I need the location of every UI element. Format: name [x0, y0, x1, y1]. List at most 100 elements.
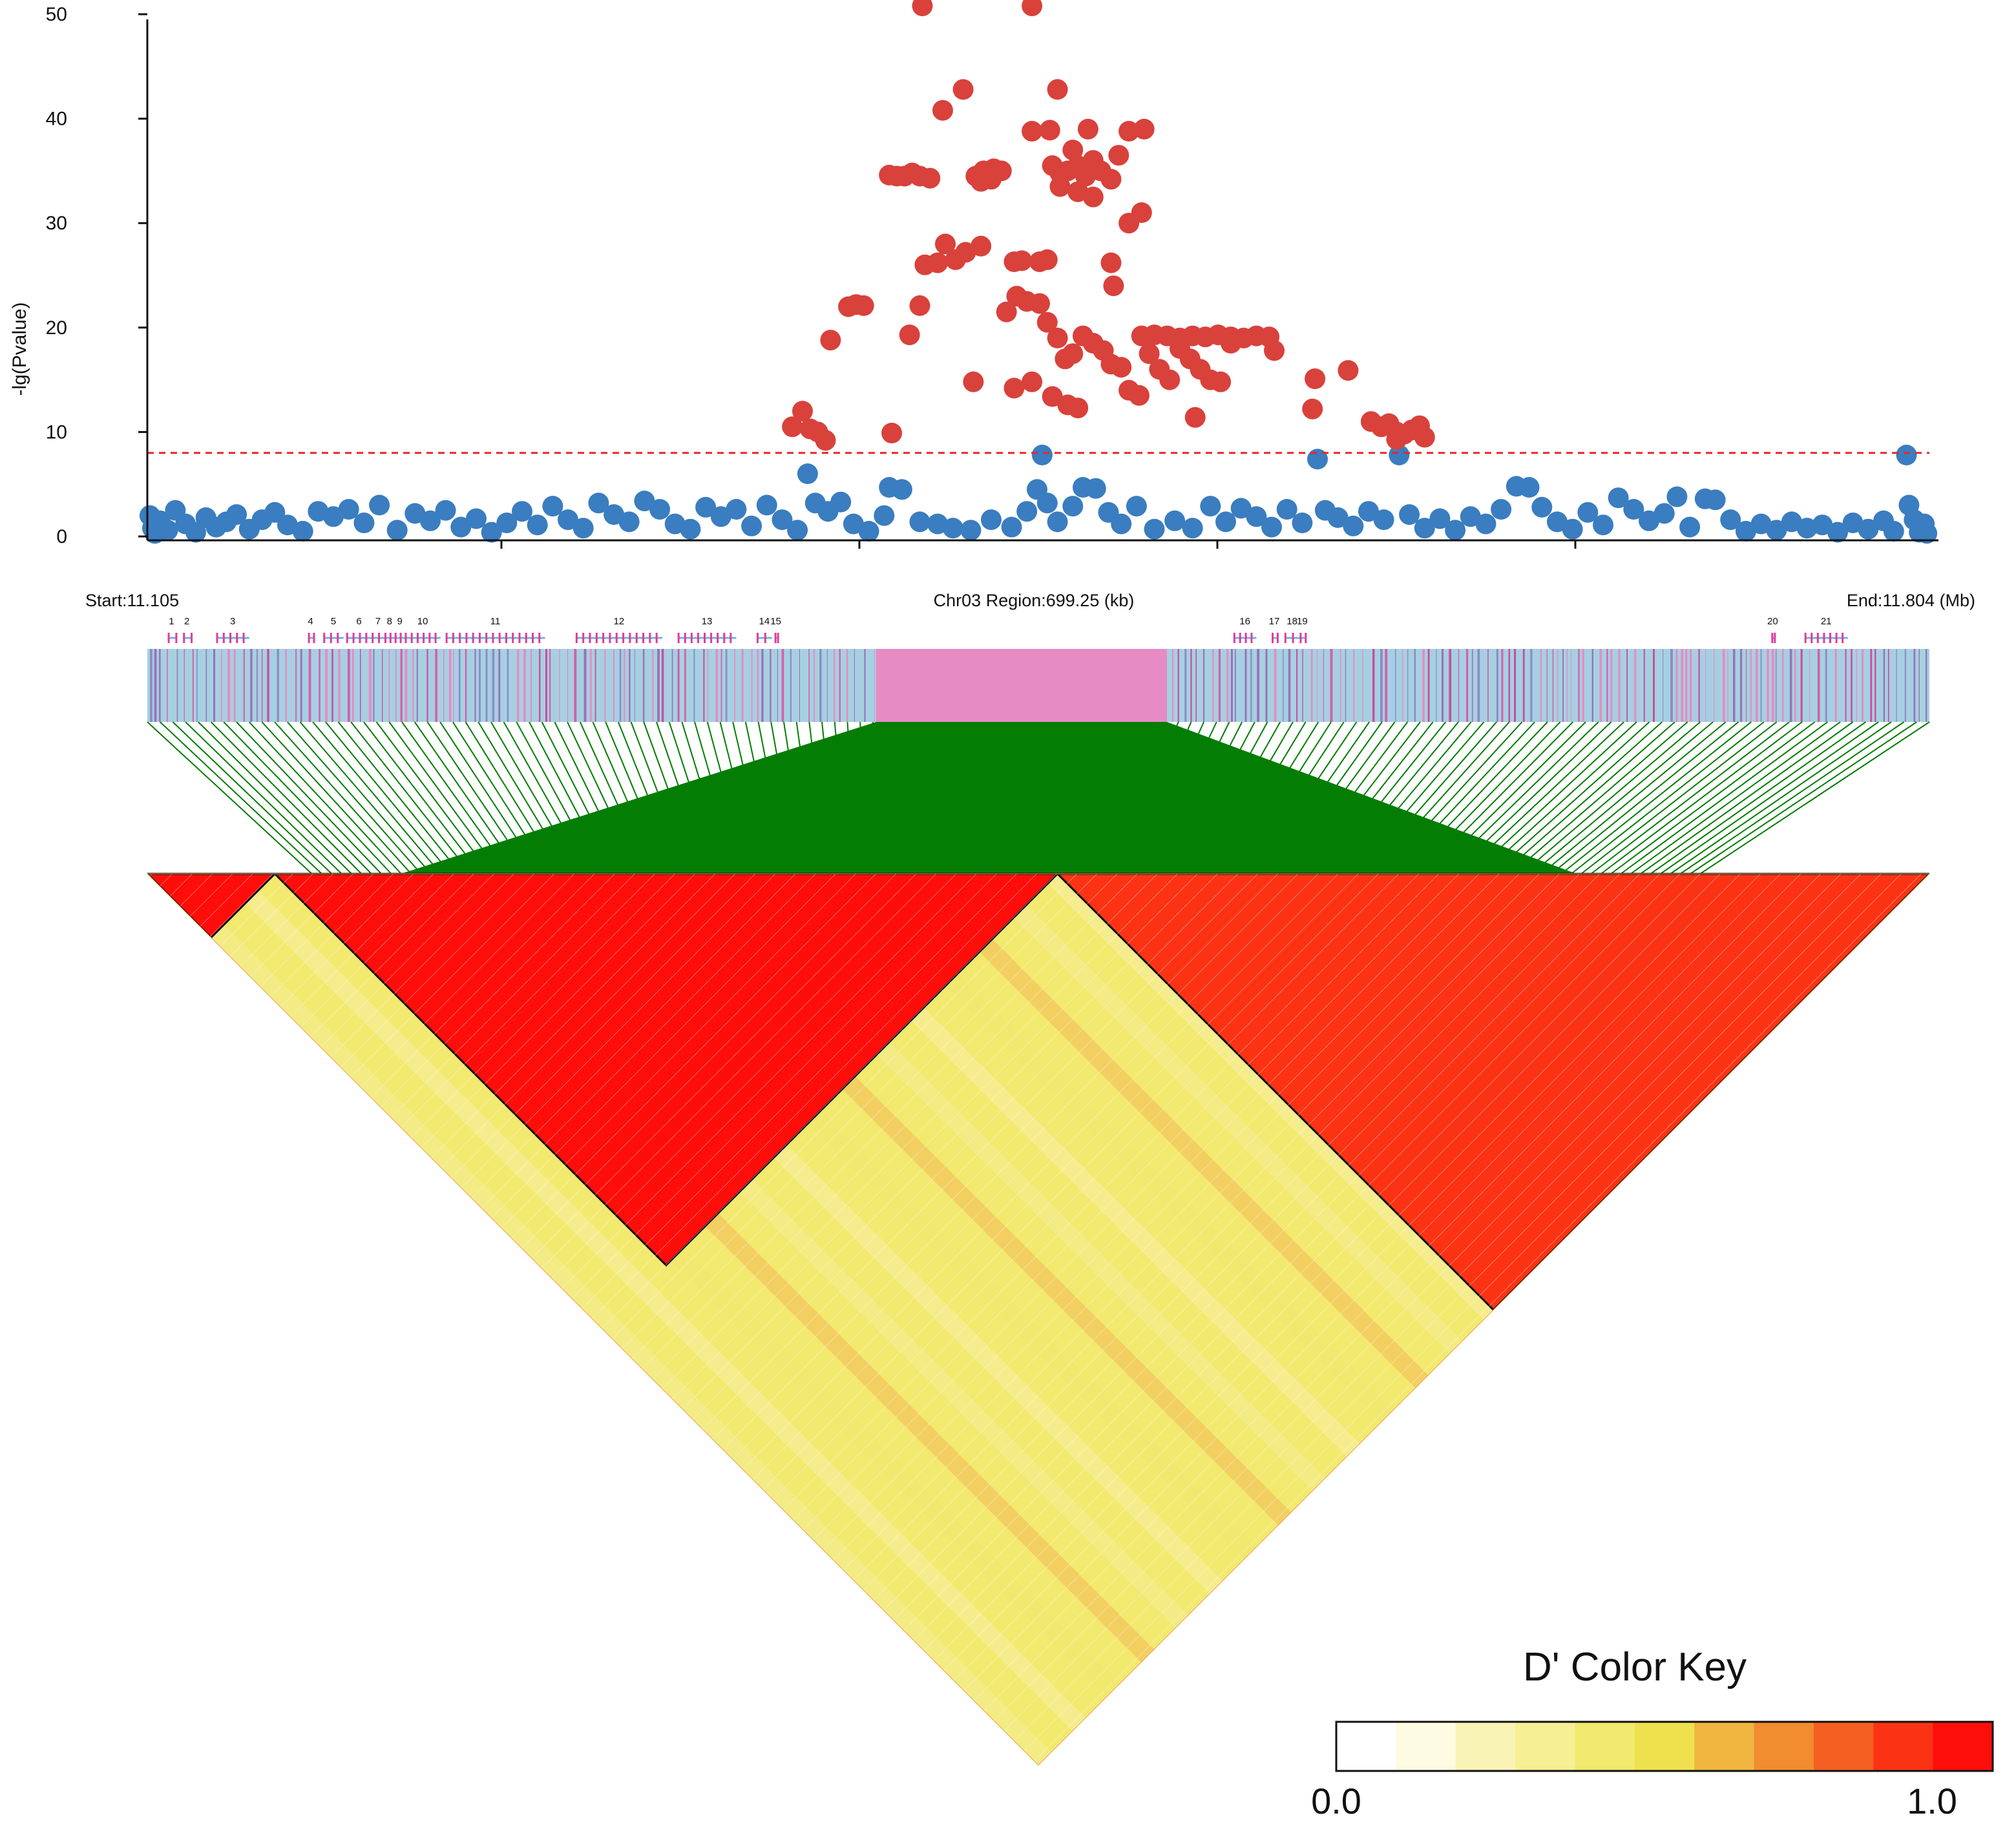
- x-axis-ticks: [500, 540, 1577, 549]
- snp-stripe: [1722, 649, 1725, 722]
- nonsignificant-point: [1399, 504, 1420, 525]
- snp-stripe: [1851, 649, 1853, 722]
- snp-stripe: [1514, 649, 1517, 722]
- significant-point: [1302, 398, 1323, 419]
- nonsignificant-point: [858, 520, 879, 542]
- snp-stripe: [619, 649, 622, 722]
- color-key-cell: [1455, 1722, 1516, 1771]
- nonsignificant-point: [292, 520, 313, 542]
- snp-stripe: [1477, 649, 1480, 722]
- snp-stripe: [443, 649, 445, 722]
- snp-stripe: [1845, 649, 1847, 722]
- snp-stripe: [652, 649, 654, 722]
- snp-stripe: [741, 649, 744, 722]
- snp-stripe: [150, 649, 152, 722]
- snp-stripe: [715, 649, 719, 722]
- snp-stripe: [1913, 649, 1916, 722]
- nonsignificant-point: [1916, 523, 1938, 544]
- snp-stripe: [382, 649, 383, 722]
- connector-line: [147, 721, 313, 874]
- gene-10: 10: [404, 616, 441, 643]
- snp-stripe: [720, 649, 722, 722]
- significant-point: [952, 79, 974, 100]
- snp-stripe: [1685, 649, 1688, 722]
- snp-stripe: [435, 649, 437, 722]
- gene-track: 1 2 3 4 5 6 7 8 9 10 11 12 13 14 15 16 17 18 19 20 21: [167, 616, 1848, 643]
- nonsignificant-point: [1414, 518, 1435, 539]
- nonsignificant-point: [369, 494, 390, 516]
- snp-stripe: [1874, 649, 1876, 722]
- nonsignificant-point: [1307, 449, 1328, 470]
- significant-point: [1077, 118, 1098, 140]
- nonsignificant-point: [435, 500, 456, 521]
- nonsignificant-point: [772, 509, 793, 531]
- snp-stripe: [1339, 649, 1341, 722]
- significant-point: [1067, 397, 1089, 419]
- nonsignificant-point: [1705, 489, 1726, 511]
- connector-line: [363, 721, 481, 874]
- snp-stripe: [530, 649, 532, 722]
- nonsignificant-point: [1200, 496, 1221, 517]
- gene-label: 21: [1821, 616, 1832, 627]
- ld-band: [1792, 874, 1929, 1765]
- snp-stripe: [854, 649, 855, 722]
- snp-stripe: [1283, 649, 1284, 722]
- snp-stripe: [1767, 649, 1769, 722]
- snp-stripe: [539, 649, 541, 722]
- snp-stripe: [416, 649, 418, 722]
- color-key-cell: [1873, 1722, 1934, 1771]
- significant-point: [1128, 385, 1150, 406]
- color-key-max-label: 1.0: [1907, 1781, 1957, 1821]
- connector-line: [286, 721, 422, 874]
- significant-point: [1022, 0, 1043, 17]
- gene-label: 19: [1297, 616, 1308, 627]
- significant-point: [1062, 343, 1084, 365]
- snp-stripe: [1466, 649, 1469, 722]
- snp-stripe: [725, 649, 728, 722]
- snp-stripe: [352, 649, 354, 722]
- connector-line: [261, 721, 402, 874]
- snp-stripe: [1458, 649, 1460, 722]
- nonsignificant-point: [1546, 511, 1568, 533]
- gene-8: 8: [384, 616, 395, 643]
- nonsignificant-point: [1796, 518, 1818, 539]
- snp-stripe: [285, 649, 287, 722]
- snp-stripe: [1427, 649, 1430, 722]
- significant-point: [1082, 186, 1104, 207]
- snp-stripe: [1265, 649, 1268, 722]
- snp-stripe: [1634, 649, 1637, 722]
- connector-line: [1580, 721, 1778, 874]
- snp-stripe: [671, 649, 673, 722]
- nonsignificant-point: [634, 491, 655, 512]
- connector-line: [1679, 721, 1905, 874]
- snp-stripe: [757, 649, 759, 722]
- nonsignificant-point: [572, 518, 594, 539]
- significant-point: [1100, 252, 1122, 273]
- gene-label: 15: [770, 616, 781, 627]
- nonsignificant-point: [542, 496, 563, 517]
- snp-stripe: [1557, 649, 1559, 722]
- connector-line: [1521, 721, 1701, 874]
- snp-stripe: [400, 649, 403, 722]
- gene-label: 6: [356, 616, 361, 627]
- snp-stripe: [1705, 649, 1706, 722]
- color-key-cell: [1515, 1722, 1575, 1771]
- gene-label: 3: [230, 616, 235, 627]
- snp-stripe: [1496, 649, 1498, 722]
- connector-line: [1501, 721, 1675, 874]
- connector-line: [1551, 721, 1739, 874]
- snp-stripe: [1610, 649, 1613, 722]
- connector-line: [198, 721, 352, 874]
- connector-line: [1531, 721, 1714, 874]
- snp-stripe: [1746, 649, 1747, 722]
- snp-stripe: [1353, 649, 1355, 722]
- nonsignificant-point: [874, 505, 895, 526]
- nonsignificant-point: [1531, 496, 1553, 518]
- snp-stripe: [594, 649, 596, 722]
- gene-label: 17: [1269, 616, 1280, 627]
- snp-stripe: [1599, 649, 1602, 722]
- gene-label: 13: [702, 616, 713, 627]
- snp-stripe: [250, 649, 253, 722]
- snp-stripe: [1552, 649, 1554, 722]
